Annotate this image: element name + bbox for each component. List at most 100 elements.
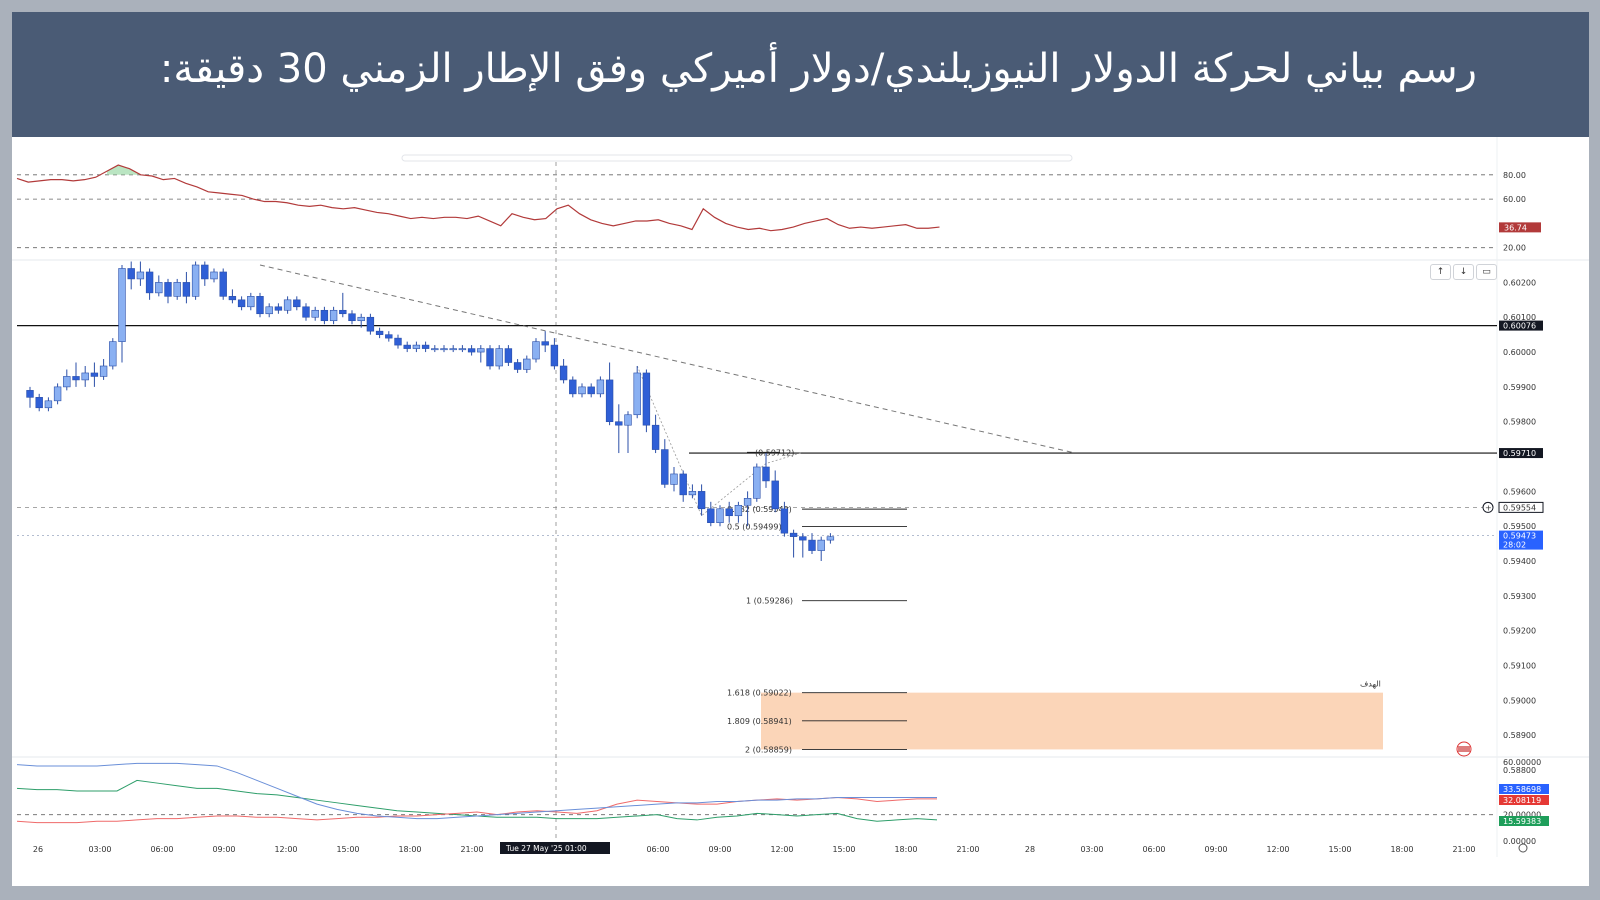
candle-body [164, 282, 172, 297]
candle-body [403, 344, 411, 349]
candle-body [587, 386, 595, 395]
time-axis: 26 03:00 06:00 09:00 12:00 15:00 18:00 21:00 Tue… [33, 842, 1528, 854]
price-tick-label: 0.59900 [1503, 383, 1536, 392]
candle-body [293, 299, 301, 308]
candle-body [449, 348, 457, 351]
adx-value-badge [1499, 816, 1549, 826]
adx-blue-line [16, 762, 937, 820]
candle-body [320, 309, 329, 322]
price-tick-label: 0.59600 [1503, 487, 1536, 496]
candle-body [679, 473, 687, 496]
adx-tick-label: 20.00000 [1503, 811, 1541, 820]
candle-body [808, 539, 816, 551]
plus-icon-glyph: + [1485, 503, 1492, 512]
adx-tick-label: 60.00000 [1503, 758, 1541, 767]
scroll-up-button[interactable]: ↑ [1430, 264, 1451, 280]
rsi-overbought-fill [107, 165, 141, 175]
time-tick-label: 06:00 [1142, 845, 1165, 854]
candle-body [624, 414, 632, 426]
rsi-tick-label: 80.00 [1503, 171, 1526, 180]
header-banner: رسم بياني لحركة الدولار النيوزيلندي/دولا… [12, 12, 1589, 137]
candle-body [53, 386, 62, 402]
candle-body [541, 341, 549, 346]
candle-body [458, 348, 467, 351]
time-tick-label: 15:00 [336, 845, 359, 854]
candle-body [550, 344, 559, 367]
time-tick-label: 21:00 [460, 845, 483, 854]
price-badge [1499, 530, 1543, 550]
time-tick-label: Tue 27 May '25 01:00 [505, 844, 587, 853]
time-tick-label: 28 [1025, 845, 1035, 854]
candle-body [283, 299, 292, 311]
adx-pane: 60.00000 20.00000 0.00000 33.58698 32.08119 1… [16, 758, 1549, 846]
candle-body [274, 306, 283, 311]
candle-body [670, 473, 678, 485]
time-tick-label: 09:00 [708, 845, 731, 854]
price-tick-label: 0.59000 [1503, 696, 1536, 705]
time-tick-label: 09:00 [1204, 845, 1227, 854]
rsi-value-label: 36.74 [1504, 223, 1527, 232]
candle-body [375, 330, 384, 335]
fib-level-label: 1.809 (0.58941) [727, 717, 792, 726]
fib-anchor-path [636, 365, 803, 517]
fib-level-label: 1.618 (0.59022) [727, 689, 792, 698]
candle-body [247, 296, 255, 308]
candle-body [81, 372, 89, 381]
candle-body [467, 348, 476, 353]
candle-body [109, 341, 117, 367]
candle-body [26, 390, 34, 398]
time-tick-label: 12:00 [770, 845, 793, 854]
candle-body [789, 532, 798, 537]
fib-level-label: 1 (0.59286) [746, 597, 793, 606]
downtrend-line [259, 264, 1073, 453]
time-tick-label: 12:00 [274, 845, 297, 854]
adx-tick-label: 0.00000 [1503, 837, 1536, 846]
candle-body [127, 268, 135, 280]
price-tick-label: 0.59200 [1503, 627, 1536, 636]
rsi-tick-label: 60.00 [1503, 195, 1526, 204]
adx-value-badge [1499, 784, 1549, 794]
candle-body [44, 400, 53, 409]
candle-body [145, 271, 154, 294]
adx-value-label: 15.59383 [1503, 817, 1541, 826]
price-tick-label: 0.59100 [1503, 661, 1536, 670]
candle-body [72, 376, 80, 381]
price-chart[interactable]: 80.00 60.00 20.00 36.74 الهدف (0.59712) 0.382… [12, 137, 1589, 886]
candle-body [495, 348, 503, 367]
candle-body [771, 480, 779, 510]
time-tick-label: 03:00 [1080, 845, 1103, 854]
chart-background [12, 137, 1589, 886]
candle-body [329, 309, 338, 322]
indicator-legend-bar [401, 154, 1073, 162]
price-tick-label: 0.60200 [1503, 278, 1536, 287]
candle-body [366, 316, 375, 332]
candle-body [35, 397, 43, 409]
fib-level-label: (0.59712) [755, 448, 794, 457]
candle-body [734, 504, 743, 517]
price-badge [1498, 501, 1544, 513]
price-badge-label: 0.59473 [1503, 532, 1536, 541]
candle-body [523, 358, 531, 370]
candle-body [596, 379, 605, 395]
price-tick-label: 0.59300 [1503, 592, 1536, 601]
maximize-pane-button[interactable]: ▭ [1476, 264, 1497, 280]
time-tick-label: 03:00 [88, 845, 111, 854]
candle-body [743, 498, 752, 506]
candle-body [431, 348, 439, 351]
scroll-down-button[interactable]: ↓ [1453, 264, 1474, 280]
candle-body [661, 449, 669, 485]
time-tick-label: 18:00 [894, 845, 917, 854]
countdown-label: 28:02 [1503, 541, 1526, 550]
price-tick-label: 0.59400 [1503, 557, 1536, 566]
candle-body [173, 282, 181, 297]
time-tick-label: 15:00 [1328, 845, 1351, 854]
price-tick-label: 0.59800 [1503, 418, 1536, 427]
candle-body [615, 421, 623, 426]
candle-body [504, 348, 513, 363]
time-tick-label: 09:00 [212, 845, 235, 854]
candle-body [311, 309, 319, 318]
time-tick-label: 21:00 [1452, 845, 1475, 854]
adx-value-label: 32.08119 [1503, 796, 1541, 805]
fib-level-label: 2 (0.58859) [745, 745, 792, 754]
price-tick-label: 0.60100 [1503, 313, 1536, 322]
